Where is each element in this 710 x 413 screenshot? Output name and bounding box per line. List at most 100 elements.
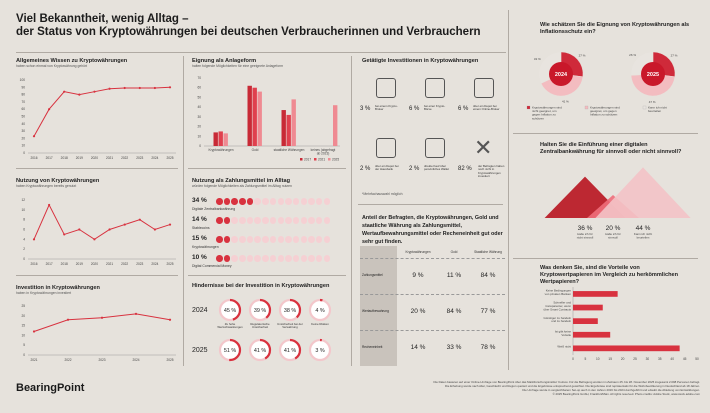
legend-label: 2017 <box>304 157 311 161</box>
year-label: 2025 <box>192 347 208 354</box>
x-tick-label: 2022 <box>121 156 128 160</box>
hindernisse-chart: 2024 45 % Zu hohe Wertschwankungen 39 % Regu… <box>190 295 348 375</box>
y-tick-label: Vorteile <box>561 333 571 337</box>
empty-dot <box>285 255 292 262</box>
data-point <box>138 86 141 90</box>
wissen-header: Allgemeines Wissen zu Kryptowährungen ha… <box>16 58 127 68</box>
y-tick-label: 15 <box>21 324 25 328</box>
empty-dot <box>300 236 308 243</box>
eignung-chart: 0 10 20 30 40 50 60 70 Kryptowährungen Gold staatl… <box>197 76 340 161</box>
data-point <box>153 228 156 231</box>
bar <box>223 133 228 146</box>
empty-dot <box>285 236 292 243</box>
x-tick-label: 2023 <box>136 156 143 160</box>
percentage: 6 % <box>458 106 469 112</box>
donut-label: 45 % <box>224 308 236 314</box>
x-tick-label: 2022 <box>121 262 128 266</box>
x-tick-label: 40 <box>670 357 674 361</box>
y-tick-label: Ist gibt keine <box>555 329 572 333</box>
investitionen-header: Getätigte Investitionen in Kryptowährung… <box>362 58 478 64</box>
x-tick-label: 2018 <box>61 262 68 266</box>
donut-label: 3 % <box>315 348 324 354</box>
donut: 45 % <box>218 298 242 322</box>
empty-dot <box>292 217 300 224</box>
y-tick-label: 5 <box>23 343 25 347</box>
y-tick-label: 30 <box>21 129 25 133</box>
y-tick-label: 6 <box>23 228 25 232</box>
footer-notes: Die Daten basieren auf einer Online-Umfr… <box>300 380 700 396</box>
filled-dot <box>231 198 238 205</box>
category-label: Kann ich nicht <box>634 232 652 236</box>
series-line <box>33 313 171 332</box>
cell-value: 77 % <box>480 308 496 315</box>
empty-dot <box>231 236 238 243</box>
x-tick-label: 2025 <box>166 358 173 362</box>
chart-title: Getätigte Investitionen in Kryptowährung… <box>362 58 479 64</box>
data-point <box>100 316 104 319</box>
data-point <box>123 223 126 226</box>
bar <box>218 131 223 146</box>
zahlung-row: 10 % Digital Commercial Money <box>192 253 344 272</box>
data-point <box>153 86 156 90</box>
divider <box>188 275 346 276</box>
bar <box>213 132 218 146</box>
zahlung-row: 15 % Kryptowährungen <box>192 234 344 253</box>
filled-dot <box>223 217 231 224</box>
row-label: Recheneinheit <box>362 345 383 349</box>
legend-label: Kryptowährungen sind <box>590 106 620 110</box>
percentage: 15 % <box>192 235 207 242</box>
divider <box>188 168 346 169</box>
x-tick-label: 2020 <box>91 262 98 266</box>
data-point <box>108 87 111 90</box>
chart-subtitle: haben Kryptowährungen bereits genutzt <box>16 184 77 188</box>
empty-dot <box>277 255 284 262</box>
series-line <box>33 203 171 240</box>
legend-label: gegen Inflation zu <box>532 113 556 117</box>
empty-dot <box>285 217 292 224</box>
data-point <box>93 90 96 93</box>
percentage: 14 % <box>192 216 207 223</box>
y-tick-label: Keine Bedingungen <box>546 289 572 293</box>
chart-subtitle: haben in Kryptowährungen investiert <box>16 291 72 295</box>
x-tick-label: ab 2023) <box>317 152 330 156</box>
cell-value: 14 % <box>410 344 426 351</box>
x-tick-label: 0 <box>572 357 574 361</box>
zahlung-row: 34 % Digitale Zentralbankwährung <box>192 196 344 215</box>
empty-dot <box>254 217 261 224</box>
x-tick-label: 2017 <box>46 156 53 160</box>
chart-title: Hindernisse bei der Investition in Krypt… <box>192 283 330 289</box>
empty-dot <box>231 255 238 262</box>
donut-value <box>218 338 242 362</box>
chart-title: Nutzung von Kryptowährungen <box>16 178 100 184</box>
year-label: 2024 <box>555 72 568 78</box>
y-tick-label: 20 <box>197 125 201 129</box>
filled-dot <box>216 255 223 262</box>
broker-icon <box>376 78 396 98</box>
exchange-icon <box>425 78 445 98</box>
filled-dot <box>223 255 231 262</box>
y-tick-label: 10 <box>21 144 25 148</box>
legend-swatch <box>642 105 647 110</box>
percentage: 82 % <box>458 166 472 172</box>
legend-label: Inflation zu schützen <box>590 113 618 117</box>
value-label: 20 % <box>606 225 621 232</box>
donut: 51 % <box>218 338 242 362</box>
nutzung-header: Nutzung von Kryptowährungen haben Krypto… <box>16 178 99 188</box>
y-tick-label: 12 <box>21 198 25 202</box>
y-tick-label: 0 <box>23 353 25 357</box>
category-label: sinnvoll <box>608 236 618 240</box>
category-label: Halte ich für <box>605 232 620 236</box>
filled-dot <box>246 198 254 205</box>
empty-dot <box>285 198 292 205</box>
cross-icon: ✕ <box>474 135 493 160</box>
x-tick-label: 50 <box>695 357 699 361</box>
data-point <box>63 233 66 236</box>
x-tick-label: 2017 <box>46 262 53 266</box>
column-header: Kryptowährungen <box>405 250 431 254</box>
empty-dot <box>308 255 315 262</box>
slice-label: 27 % <box>671 53 678 57</box>
divider <box>508 10 509 370</box>
donut-hole <box>641 62 665 86</box>
percentage: 2 % <box>409 166 420 172</box>
page-title: Viel Bekanntheit, wenig Alltag – der Sta… <box>16 13 481 39</box>
